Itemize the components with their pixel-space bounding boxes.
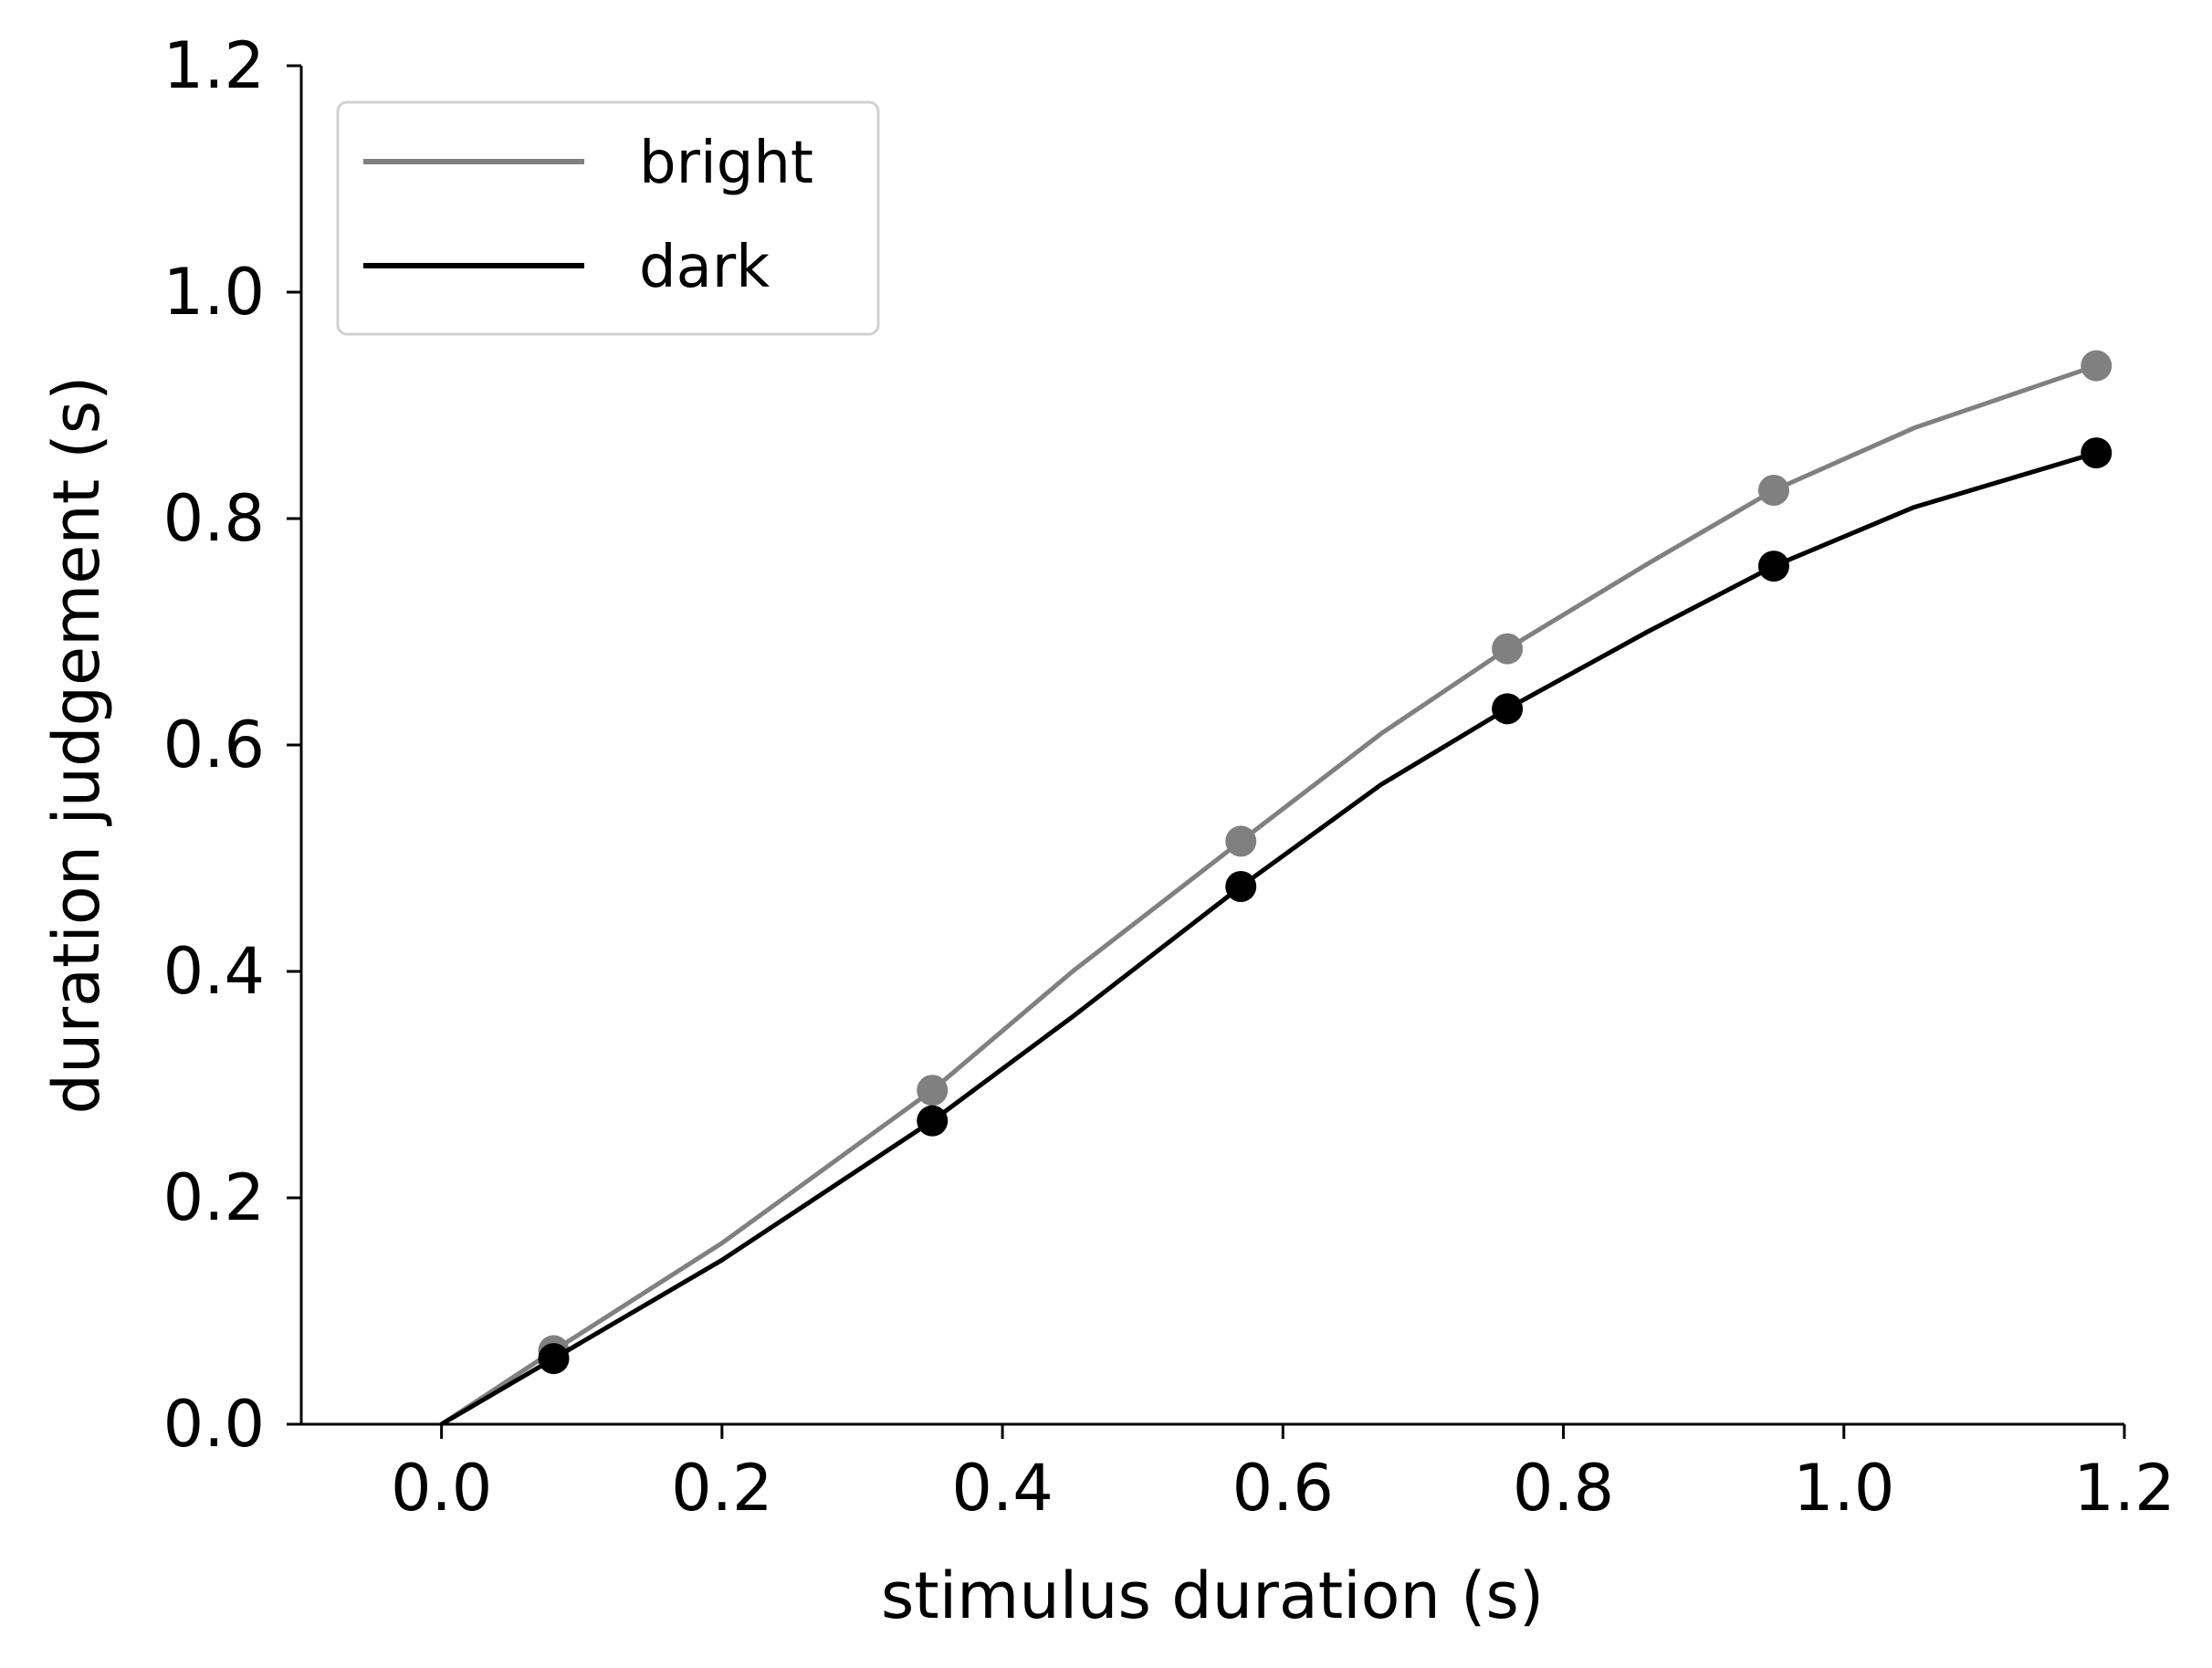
x-tick-label: 0.4 (951, 1451, 1053, 1526)
data-point-bright (2081, 350, 2112, 382)
x-tick-label: 0.2 (671, 1451, 772, 1526)
x-ticks: 0.0 0.2 0.4 0.6 0.8 1.0 1.2 (391, 1424, 2175, 1526)
data-point-dark (538, 1343, 570, 1375)
legend-label-dark: dark (639, 234, 770, 301)
data-point-dark (1757, 551, 1789, 582)
y-ticks: 0.0 0.2 0.4 0.6 0.8 1.0 1.2 (163, 28, 301, 1462)
series-layer (439, 350, 2112, 1427)
series-line-bright (439, 363, 2099, 1427)
x-tick-label: 1.2 (2073, 1451, 2175, 1526)
y-tick-label: 0.2 (163, 1160, 265, 1235)
legend-label-bright: bright (639, 130, 813, 197)
y-tick-label: 0.0 (163, 1387, 265, 1462)
legend: bright dark (336, 100, 880, 336)
data-point-bright (917, 1075, 949, 1107)
data-point-dark (1492, 693, 1524, 725)
data-point-bright (1492, 633, 1524, 665)
y-tick-label: 0.8 (163, 481, 265, 556)
y-tick-label: 0.6 (163, 708, 265, 782)
x-axis-label: stimulus duration (s) (881, 1558, 1544, 1633)
x-tick-label: 1.0 (1793, 1451, 1894, 1526)
data-point-dark (2081, 437, 2112, 469)
y-tick-label: 1.2 (163, 28, 265, 103)
y-tick-label: 0.4 (163, 934, 265, 1009)
series-line-dark (439, 450, 2099, 1427)
y-tick-label: 1.0 (163, 255, 265, 330)
data-point-dark (1225, 871, 1257, 902)
x-tick-label: 0.8 (1513, 1451, 1614, 1526)
x-tick-label: 0.6 (1232, 1451, 1334, 1526)
data-point-bright (1757, 475, 1789, 506)
data-point-bright (1225, 825, 1257, 857)
y-axis-label: duration judgement (s) (39, 376, 114, 1115)
x-tick-label: 0.0 (391, 1451, 492, 1526)
data-point-dark (917, 1105, 949, 1137)
